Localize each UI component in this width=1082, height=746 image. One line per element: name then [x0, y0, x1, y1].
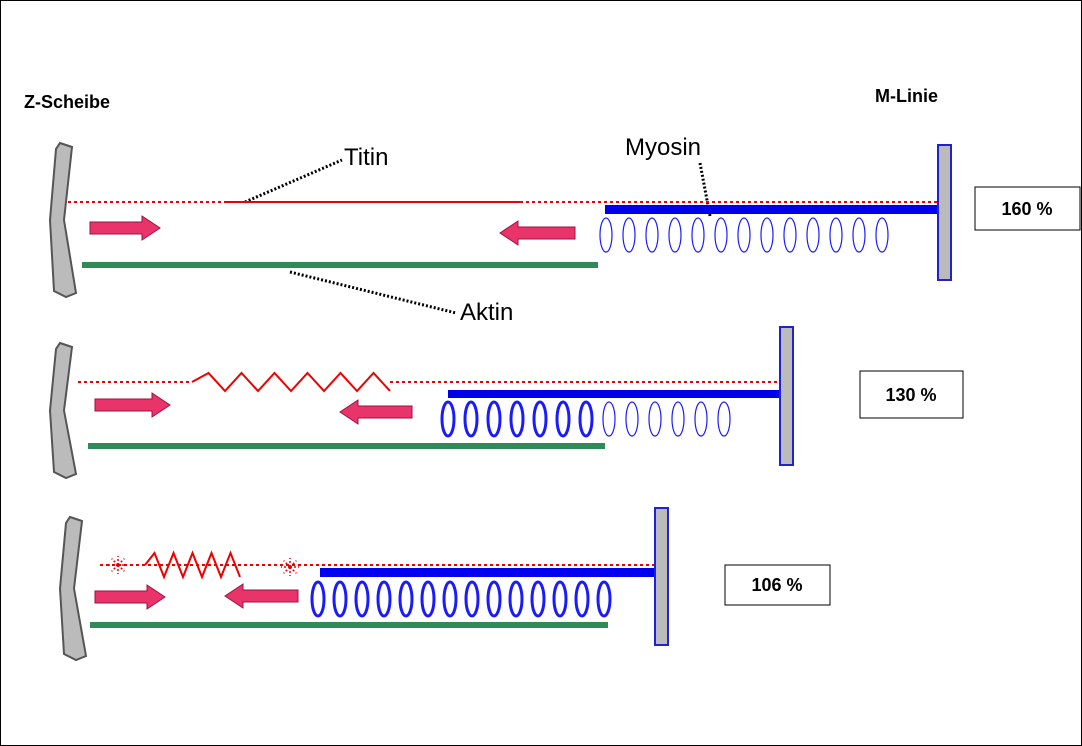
- aktin: [88, 443, 605, 449]
- myosin-label: Myosin: [625, 134, 701, 161]
- length-label: 160 %: [1001, 199, 1052, 219]
- myosin: [605, 205, 938, 214]
- length-label: 106 %: [751, 575, 802, 595]
- aktin-label: Aktin: [460, 299, 513, 326]
- aktin: [90, 622, 608, 628]
- aktin: [82, 262, 598, 268]
- z-disc-label: Z-Scheibe: [24, 92, 110, 112]
- titin-label: Titin: [344, 144, 388, 171]
- myosin: [320, 568, 655, 577]
- m-line-label: M-Linie: [875, 86, 938, 106]
- myosin: [448, 390, 780, 398]
- m-line: [938, 145, 951, 280]
- m-line: [655, 508, 668, 645]
- page: Z-Scheibe M-Linie Titin Myosin Aktin 160…: [0, 0, 1082, 746]
- diagram: Z-Scheibe M-Linie Titin Myosin Aktin 160…: [0, 0, 1082, 746]
- m-line: [780, 327, 793, 465]
- length-label: 130 %: [885, 385, 936, 405]
